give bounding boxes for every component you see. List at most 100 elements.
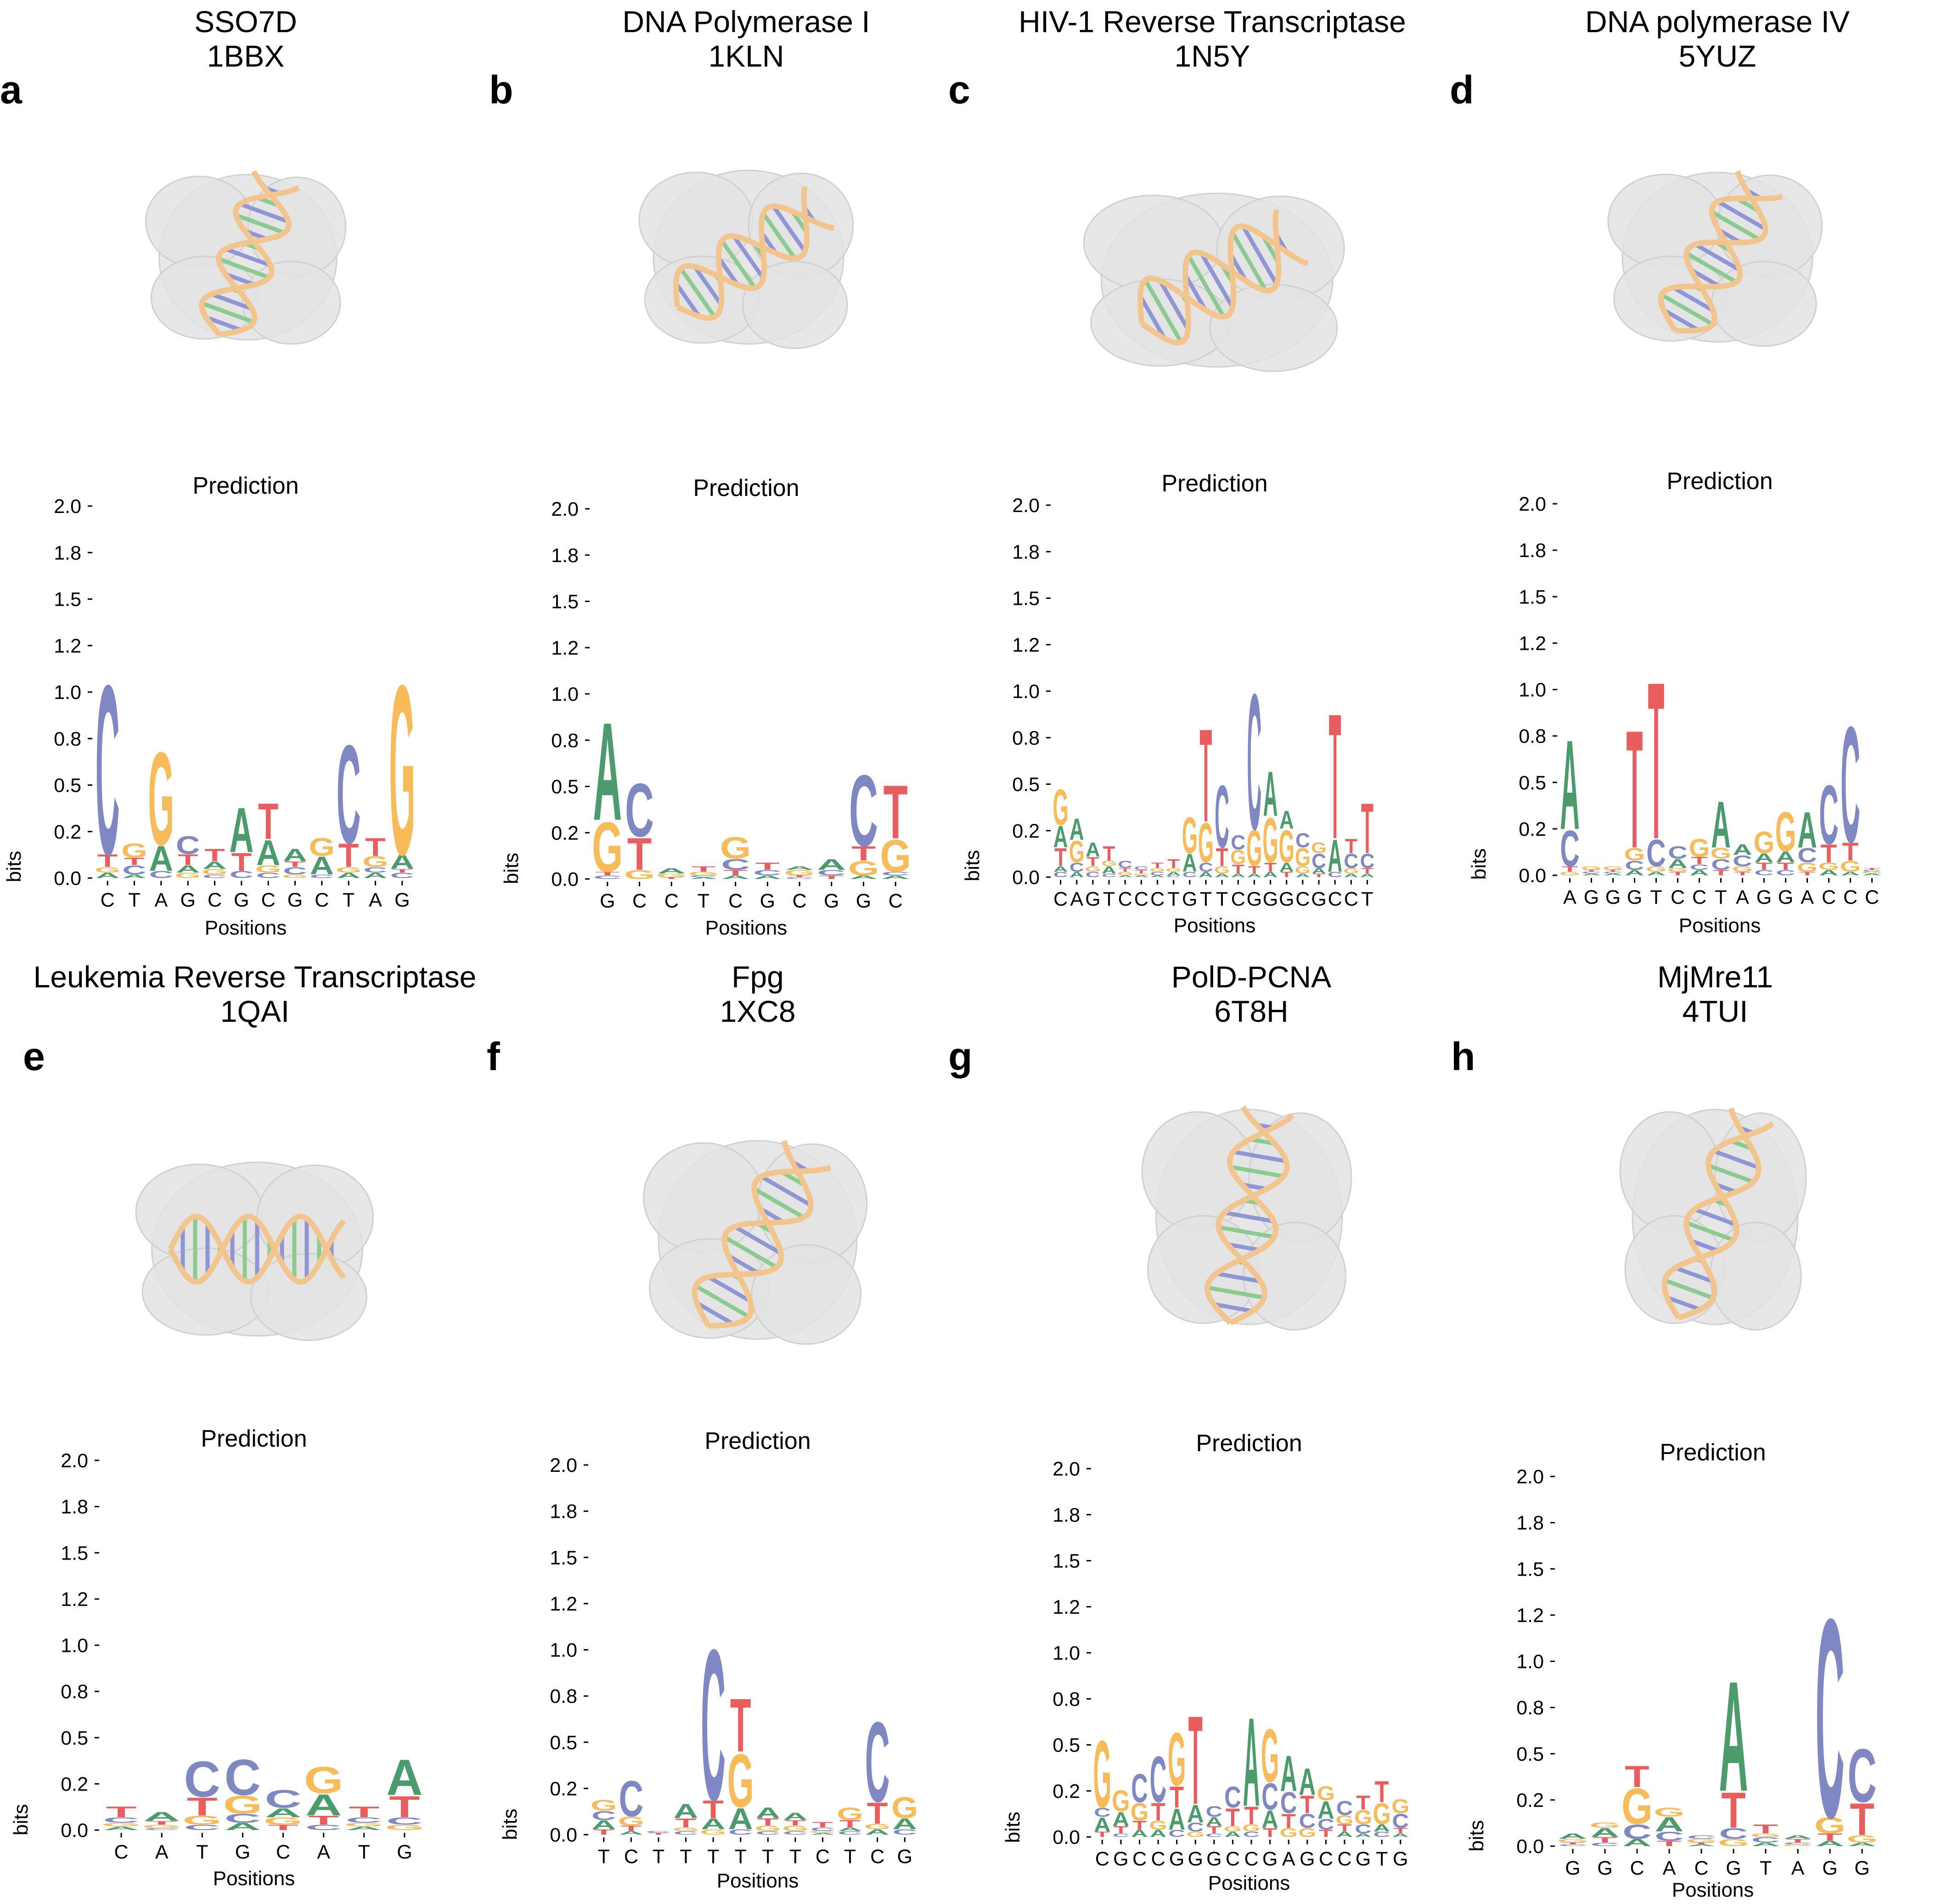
logo-letter-G: G [1624, 845, 1645, 865]
logo-letter-A: A [783, 1811, 808, 1822]
logo-letter-C: C [753, 868, 782, 877]
logo-letter-A: A [755, 1804, 780, 1821]
logo-column: CAG [891, 1791, 918, 1836]
dna-backbone-strand [673, 203, 835, 307]
logo-letter-T: T [1337, 1823, 1351, 1834]
logo-letter-T: T [787, 875, 812, 878]
logo-letter-G: G [656, 873, 687, 878]
logo-letter-T: T [1605, 869, 1622, 872]
logo-letter-T: T [723, 868, 748, 877]
logo-letter-G: G [1667, 867, 1689, 873]
logo-letter-G: G [1261, 1713, 1279, 1798]
x-tick-label: C [1132, 1848, 1147, 1870]
logo-letter-A: A [1689, 868, 1709, 877]
logo-letter-G: G [591, 1797, 617, 1814]
x-tick-label: G [397, 1841, 412, 1863]
x-tick-label: T [1167, 888, 1179, 910]
dna-backbone-strand [692, 1165, 832, 1327]
dna-base-pair [732, 235, 765, 280]
dna-backbone-strand [1216, 1105, 1290, 1325]
x-tick-label: T [358, 1841, 370, 1863]
y-tick-label: 0.5 [1012, 774, 1040, 796]
logo-letter-C: C [176, 831, 200, 860]
x-tick-label: T [1216, 888, 1228, 910]
logo-letter-C: C [143, 1828, 180, 1831]
y-tick-label: 1.8 [54, 542, 81, 564]
x-tick-label: G [1113, 1848, 1128, 1870]
logo-letter-C: C [184, 1823, 221, 1832]
logo-letter-G: G [148, 724, 174, 873]
logo-letter-G: G [1797, 860, 1818, 874]
x-tick-label: C [1337, 1848, 1351, 1870]
logo-letter-G: G [1557, 1838, 1588, 1843]
logo-letter-A: A [1280, 1746, 1297, 1802]
logo-letter-C: C [1118, 859, 1132, 870]
logo-letter-T: T [884, 770, 908, 855]
logo-letter-T: T [365, 833, 386, 862]
y-tick-label: 1.5 [1012, 588, 1040, 610]
x-tick-label: G [1627, 886, 1642, 908]
logo-letter-C: C [721, 856, 750, 873]
logo-letter-G: G [592, 807, 623, 887]
logo-letter-G: G [624, 868, 655, 882]
x-tick-label: A [1801, 886, 1814, 908]
x-tick-label: T [598, 1846, 610, 1868]
logo-letter-C: C [283, 865, 307, 877]
structure-illustration [1607, 170, 1823, 347]
logo-letter-C: C [96, 635, 120, 906]
dna-base-pair [1690, 1239, 1719, 1253]
panel-letter: h [1451, 1035, 1475, 1079]
logo-letter-T: T [1200, 701, 1212, 850]
logo-letter-T: T [1756, 861, 1773, 872]
logo-column: TGA [656, 867, 687, 879]
logo-letter-T: T [867, 1796, 888, 1830]
logo-letter-A: A [1131, 1828, 1148, 1839]
logo-letter-A: A [674, 1800, 698, 1822]
logo-letter-T: T [1361, 789, 1373, 869]
x-tick-label: G [1597, 1857, 1612, 1879]
x-tick-label: C [1134, 888, 1148, 910]
y-tick-label: 0.0 [1012, 867, 1040, 889]
x-tick-label: G [394, 889, 410, 911]
logo-letter-C: C [849, 754, 878, 867]
logo-letter-G: G [891, 1791, 918, 1825]
logo-letter-T: T [1313, 873, 1325, 878]
dna-base-pair [1213, 1302, 1253, 1313]
x-tick-label: G [1279, 888, 1294, 910]
logo-letter-A: A [1687, 1844, 1716, 1847]
pdb-id: 1N5Y [1174, 39, 1250, 73]
logo-letter-A: A [1776, 849, 1795, 866]
logo-letter-A: A [753, 874, 782, 880]
logo-letter-C: C [1317, 1816, 1334, 1833]
logo-letter-C: C [1299, 1810, 1316, 1832]
logo-letter-T: T [308, 1813, 339, 1827]
y-tick-label: 2.0 [1516, 1466, 1544, 1488]
logo-letter-C: C [1102, 873, 1116, 878]
dna-base-pair [239, 202, 289, 224]
y-axis-label: bits [1468, 848, 1490, 879]
dna-base-pair [1666, 1296, 1701, 1312]
logo-letter-G: G [673, 1826, 699, 1832]
logo-letter-G: G [864, 1822, 891, 1831]
y-tick-label: 0.0 [1519, 865, 1546, 887]
x-tick-label: T [1376, 1848, 1388, 1870]
x-axis-label: Positions [1208, 1872, 1290, 1894]
logo-letter-G: G [809, 1831, 836, 1833]
structure-illustration [1141, 1105, 1352, 1331]
x-tick-label: T [698, 890, 709, 912]
y-tick-label: 1.5 [1516, 1558, 1544, 1580]
logo-letter-G: G [389, 635, 415, 906]
